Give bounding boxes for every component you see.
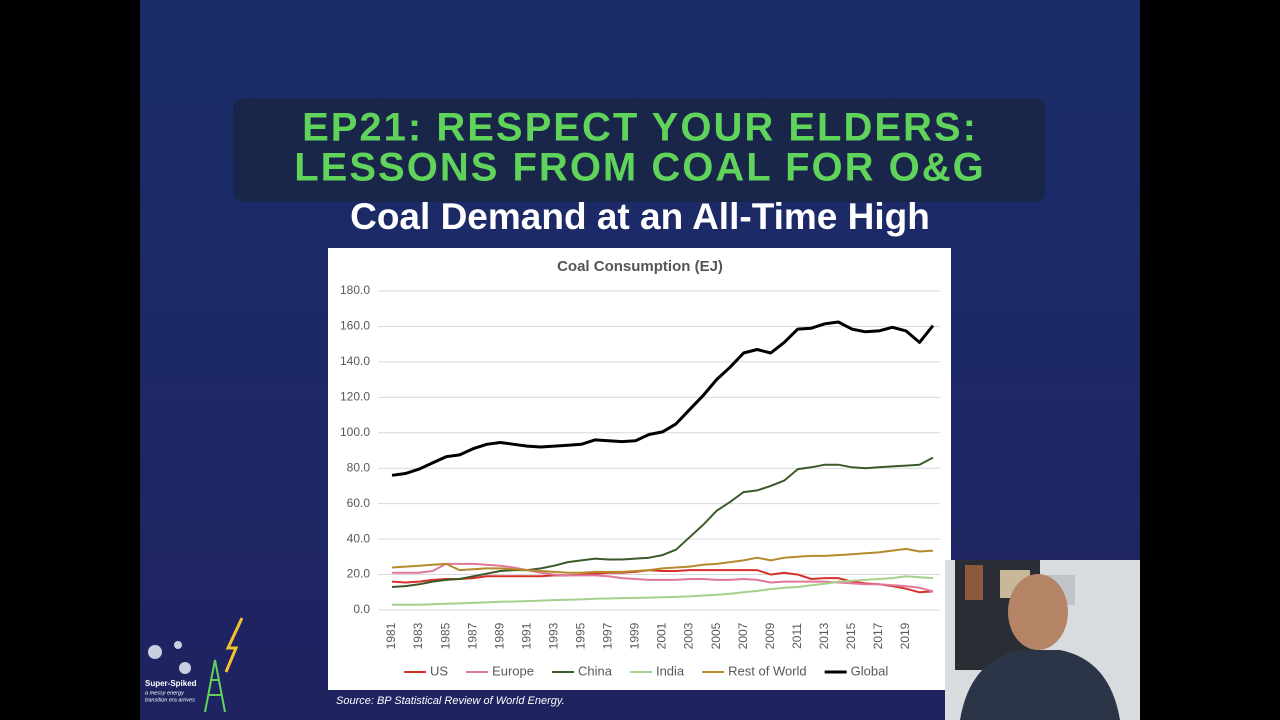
y-tick-label: 80.0: [347, 460, 371, 474]
x-tick-label: 2011: [790, 623, 804, 649]
logo-drop: [148, 645, 162, 659]
chart-area: [328, 248, 951, 690]
x-tick-label: 1997: [601, 622, 615, 649]
x-tick-label: 1981: [384, 622, 398, 649]
x-tick-label: 1993: [546, 622, 560, 649]
webcam: [945, 560, 1140, 720]
title-banner: [233, 98, 1045, 202]
logo-drop: [174, 641, 182, 649]
x-tick-label: 2019: [898, 622, 912, 649]
logo-tagline: transition era arrives: [145, 697, 195, 703]
episode-title: EP21: RESPECT YOUR ELDERS:: [302, 106, 978, 150]
logo-tagline: a messy energy: [145, 690, 185, 696]
y-tick-label: 40.0: [347, 531, 371, 545]
series-line: [392, 562, 934, 593]
series-line: [391, 456, 934, 588]
x-tick-label: 2001: [655, 622, 669, 649]
x-tick-label: 2009: [763, 622, 777, 649]
y-tick-label: 100.0: [340, 425, 370, 439]
x-tick-label: 2003: [682, 622, 696, 649]
x-tick-label: 2005: [709, 622, 723, 649]
y-tick-label: 120.0: [340, 390, 370, 404]
series-line: [391, 547, 934, 574]
legend-label: Rest of World: [728, 663, 807, 678]
book: [965, 565, 983, 600]
y-tick-label: 20.0: [347, 567, 371, 581]
y-tick-label: 60.0: [347, 496, 371, 510]
x-tick-label: 1987: [465, 622, 479, 649]
x-tick-label: 1991: [519, 622, 533, 649]
series-line: [391, 320, 935, 477]
chart-title: Coal Consumption (EJ): [557, 258, 723, 275]
y-tick-label: 140.0: [340, 354, 370, 368]
y-tick-label: 160.0: [340, 319, 370, 333]
legend-label: Europe: [492, 663, 534, 678]
x-tick-label: 1995: [574, 622, 588, 649]
logo-rig: [204, 659, 226, 713]
source: Source: BP Statistical Review of World E…: [336, 695, 565, 707]
legend-label: Global: [851, 663, 889, 678]
logo-drop: [179, 662, 191, 674]
person-body: [960, 650, 1120, 720]
plot: 0.0 20.0 40.0 60.0 80.0 100.0 120.0 140.0 160.0 1…: [340, 283, 940, 678]
episode-title: LESSONS FROM COAL FOR O&G: [294, 146, 986, 190]
x-tick-label: 1989: [492, 622, 506, 649]
x-tick-label: 1985: [438, 622, 452, 649]
series-line: [391, 569, 934, 594]
legend-label: India: [656, 663, 685, 678]
y-tick-label: 180.0: [340, 283, 370, 297]
x-tick-label: 2007: [736, 622, 750, 649]
logo-name: Super-Spiked: [145, 679, 197, 688]
person-head: [1008, 574, 1068, 650]
x-tick-label: 2013: [817, 622, 831, 649]
slide-heading: Coal Demand at an All-Time High: [350, 196, 930, 237]
x-tick-label: 2015: [844, 622, 858, 649]
logo-bolt: [224, 617, 244, 673]
x-tick-label: 1999: [628, 622, 642, 649]
legend-label: US: [430, 663, 448, 678]
series-line: [392, 575, 934, 606]
x-tick-label: 2017: [871, 622, 885, 649]
y-tick-label: 0.0: [353, 602, 370, 616]
x-tick-label: 1983: [411, 622, 425, 649]
legend-label: China: [578, 663, 613, 678]
logo: Super-Spiked a messy energy transition e…: [145, 617, 244, 713]
